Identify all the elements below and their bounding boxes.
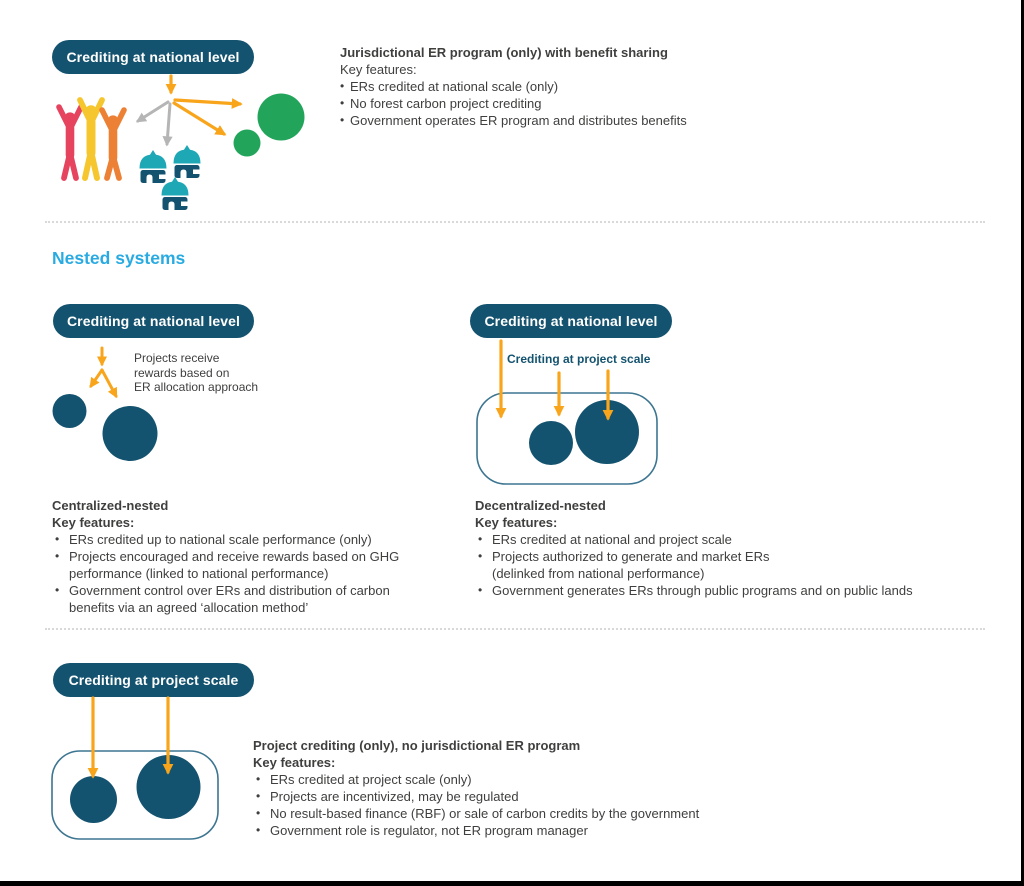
bullet-item: Projects are incentivized, may be regula… [253,788,813,805]
key-features-label: Key features: [253,755,336,770]
project-scale-label: Crediting at project scale [507,352,651,366]
bullet-item: Government operates ER program and distr… [340,112,820,129]
project-bullet-list: ERs credited at project scale (only)Proj… [253,771,813,839]
bullet-item: Government role is regulator, not ER pro… [253,822,813,839]
key-features-label: Key features: [340,62,417,77]
decentralized-bullet-list: ERs credited at national and project sca… [475,531,1020,599]
crediting-arrows [495,339,614,421]
bullet-item: Projects encouraged and receive rewards … [52,548,472,582]
bullet-item: Government generates ERs through public … [475,582,1020,599]
key-features-label: Key features: [475,515,558,530]
centralized-title: Centralized-nested [52,498,169,513]
pill-label: Crediting at national level [66,49,240,65]
bullet-item: Government control over ERs and distribu… [52,582,472,616]
flow-arrows [135,74,243,147]
centralized-bullet-list: ERs credited up to national scale perfor… [52,531,472,616]
pill-crediting-national-decentralized: Crediting at national level [470,304,672,338]
jurisdictional-text-block: Jurisdictional ER program (only) with be… [340,44,820,129]
pill-label: Crediting at national level [66,313,241,329]
people-celebrating-icon [56,97,127,181]
pill-crediting-national-centralized: Crediting at national level [53,304,254,338]
bullet-item: No result-based finance (RBF) or sale of… [253,805,813,822]
screen-edge-right [1021,0,1024,886]
bullet-item: ERs credited at project scale (only) [253,771,813,788]
project-circles [529,400,639,465]
nested-systems-heading: Nested systems [52,248,186,268]
decentralized-diagram [476,339,658,485]
centralized-diagram [52,346,158,461]
bullet-item: ERs credited up to national scale perfor… [52,531,472,548]
crediting-arrows [87,696,174,779]
project-circles [70,755,201,823]
jurisdictional-bullet-list: ERs credited at national scale (only)No … [340,78,820,129]
section-divider [45,628,985,630]
pill-crediting-national-top: Crediting at national level [52,40,254,74]
allocation-arrows [89,346,118,399]
project-text-block: Project crediting (only), no jurisdictio… [253,737,813,839]
bullet-item: Projects authorized to generate and mark… [475,548,1020,582]
section-divider [45,221,985,223]
decentralized-title: Decentralized-nested [475,498,606,513]
village-huts-icon [139,145,201,210]
bullet-item: ERs credited at national scale (only) [340,78,820,95]
screen-edge-bottom [0,881,1024,886]
er-program-circles [233,93,305,157]
pill-crediting-project-scale: Crediting at project scale [53,663,254,697]
decentralized-text-block: Decentralized-nested Key features: ERs c… [475,497,1020,599]
pill-label: Crediting at national level [484,313,658,329]
project-crediting-diagram [51,696,219,840]
project-title: Project crediting (only), no jurisdictio… [253,738,581,753]
key-features-label: Key features: [52,515,135,530]
jurisdictional-title: Jurisdictional ER program (only) with be… [340,45,668,60]
benefit-sharing-illustration [56,74,305,210]
bullet-item: No forest carbon project crediting [340,95,820,112]
allocation-note: Projects receive rewards based on ER all… [134,351,259,394]
project-circles [52,394,158,461]
pill-label: Crediting at project scale [68,672,239,688]
bullet-item: ERs credited at national and project sca… [475,531,1020,548]
centralized-text-block: Centralized-nested Key features: ERs cre… [52,497,472,616]
